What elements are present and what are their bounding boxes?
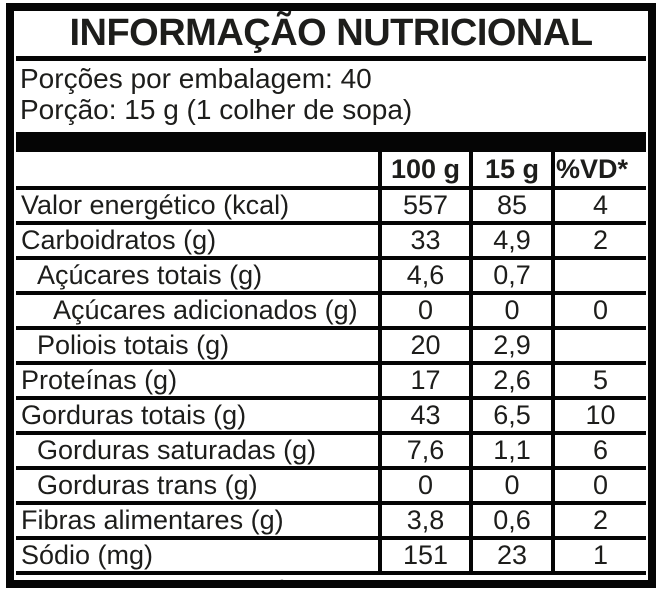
value-per-100g: 0	[378, 293, 471, 330]
value-percent-dv: 5	[551, 363, 646, 400]
value-per-100g: 7,6	[378, 433, 471, 470]
value-per-100g: 151	[378, 538, 471, 575]
nutrient-name: Carboidratos (g)	[16, 223, 380, 260]
table-row: Gorduras saturadas (g) 7,6 1,1 6	[16, 433, 646, 470]
footnote: *Percentual de valores diários fornecido…	[16, 575, 646, 580]
value-per-100g: 3,8	[378, 503, 471, 540]
value-per-15g: 4,9	[469, 223, 553, 260]
value-per-15g: 85	[469, 188, 553, 225]
nutrient-name: Proteínas (g)	[16, 363, 380, 400]
header-per-15g: 15 g	[469, 152, 553, 190]
value-percent-dv: 10	[551, 398, 646, 435]
servings-per-package-line: Porções por embalagem: 40	[20, 63, 372, 94]
value-percent-dv: 4	[551, 188, 646, 225]
nutrient-name: Sódio (mg)	[16, 538, 380, 575]
value-per-100g: 557	[378, 188, 471, 225]
table-row: Gorduras trans (g) 0 0 0	[16, 468, 646, 505]
value-per-15g: 0	[469, 293, 553, 330]
value-per-15g: 2,9	[469, 328, 553, 365]
table-row: Fibras alimentares (g) 3,8 0,6 2	[16, 503, 646, 540]
value-per-100g: 33	[378, 223, 471, 260]
value-percent-dv: 1	[551, 538, 646, 575]
nutrient-name: Poliois totais (g)	[16, 328, 380, 365]
value-per-15g: 6,5	[469, 398, 553, 435]
value-percent-dv	[551, 258, 646, 295]
value-percent-dv: 2	[551, 503, 646, 540]
value-per-15g: 1,1	[469, 433, 553, 470]
nutrient-name: Gorduras saturadas (g)	[16, 433, 380, 470]
table-row: Valor energético (kcal) 557 85 4	[16, 188, 646, 225]
value-per-15g: 0,6	[469, 503, 553, 540]
value-per-15g: 23	[469, 538, 553, 575]
nutrition-table-body: Valor energético (kcal) 557 85 4 Carboid…	[16, 188, 646, 575]
serving-size-line: Porção: 15 g (1 colher de sopa)	[20, 94, 413, 125]
header-row: 100 g 15 g %VD*	[16, 152, 646, 190]
nutrient-name: Valor energético (kcal)	[16, 188, 380, 225]
value-per-15g: 0,7	[469, 258, 553, 295]
nutrient-name: Gorduras totais (g)	[16, 398, 380, 435]
value-percent-dv	[551, 328, 646, 365]
value-per-100g: 43	[378, 398, 471, 435]
header-blank-cell	[16, 152, 380, 190]
nutrition-label: INFORMAÇÃO NUTRICIONAL Porções por embal…	[6, 3, 656, 588]
nutrient-name: Fibras alimentares (g)	[16, 503, 380, 540]
nutrition-table-header: 100 g 15 g %VD*	[16, 152, 646, 190]
value-percent-dv: 2	[551, 223, 646, 260]
table-row: Proteínas (g) 17 2,6 5	[16, 363, 646, 400]
value-percent-dv: 0	[551, 293, 646, 330]
table-row: Poliois totais (g) 20 2,9	[16, 328, 646, 365]
nutrient-name: Gorduras trans (g)	[16, 468, 380, 505]
value-per-15g: 0	[469, 468, 553, 505]
nutrition-table: 100 g 15 g %VD* Valor energético (kcal) …	[16, 152, 646, 575]
table-row: Carboidratos (g) 33 4,9 2	[16, 223, 646, 260]
table-row: Açúcares adicionados (g) 0 0 0	[16, 293, 646, 330]
label-title: INFORMAÇÃO NUTRICIONAL	[69, 12, 593, 54]
value-per-100g: 0	[378, 468, 471, 505]
section-separator-bar	[16, 132, 646, 152]
header-percent-dv: %VD*	[551, 152, 646, 190]
value-per-100g: 4,6	[378, 258, 471, 295]
value-per-15g: 2,6	[469, 363, 553, 400]
value-percent-dv: 0	[551, 468, 646, 505]
nutrient-name: Açúcares adicionados (g)	[16, 293, 380, 330]
value-per-100g: 17	[378, 363, 471, 400]
table-row: Sódio (mg) 151 23 1	[16, 538, 646, 575]
table-row: Açúcares totais (g) 4,6 0,7	[16, 258, 646, 295]
title-divider	[16, 56, 646, 61]
table-row: Gorduras totais (g) 43 6,5 10	[16, 398, 646, 435]
value-per-100g: 20	[378, 328, 471, 365]
value-percent-dv: 6	[551, 433, 646, 470]
header-per-100g: 100 g	[378, 152, 471, 190]
nutrient-name: Açúcares totais (g)	[16, 258, 380, 295]
